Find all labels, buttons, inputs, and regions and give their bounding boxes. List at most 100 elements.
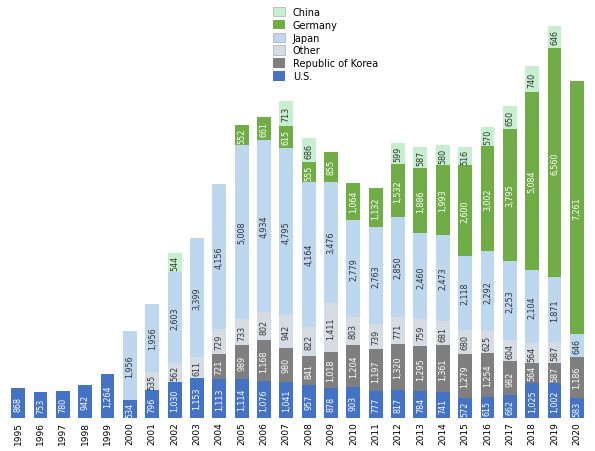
Bar [123, 331, 137, 400]
Text: 2,118: 2,118 [461, 282, 469, 304]
Text: 587: 587 [550, 366, 559, 381]
Text: 784: 784 [416, 397, 425, 412]
Text: 3,795: 3,795 [505, 184, 514, 207]
Bar [547, 363, 562, 383]
Text: 583: 583 [572, 400, 581, 416]
Text: 903: 903 [349, 395, 358, 410]
Text: 599: 599 [393, 147, 403, 162]
Bar [369, 228, 383, 324]
Bar [56, 391, 70, 419]
Bar [436, 146, 450, 166]
Text: 740: 740 [528, 73, 537, 88]
Text: 1,956: 1,956 [126, 354, 134, 377]
Bar [503, 129, 517, 262]
Bar [190, 378, 204, 419]
Bar [436, 322, 450, 345]
Bar [280, 148, 293, 315]
Text: 796: 796 [148, 397, 156, 412]
Text: 855: 855 [327, 160, 336, 175]
Bar [212, 380, 226, 419]
Bar [369, 188, 383, 228]
Bar [458, 330, 472, 354]
Bar [481, 397, 494, 419]
Text: 741: 741 [439, 398, 447, 413]
Bar [257, 340, 271, 381]
Bar [324, 303, 338, 352]
Bar [234, 145, 249, 320]
Text: 1,886: 1,886 [416, 190, 425, 212]
Bar [481, 353, 494, 397]
Bar [570, 398, 584, 419]
Bar [525, 343, 539, 363]
Text: 516: 516 [461, 149, 469, 165]
Bar [324, 182, 338, 303]
Bar [212, 354, 226, 380]
Text: 1,204: 1,204 [349, 355, 358, 377]
Bar [414, 168, 427, 234]
Bar [503, 361, 517, 395]
Bar [503, 395, 517, 419]
Bar [212, 184, 226, 329]
Bar [547, 277, 562, 343]
Text: 1,002: 1,002 [550, 390, 559, 412]
Bar [168, 272, 181, 363]
Text: 686: 686 [304, 143, 313, 158]
Text: 980: 980 [282, 358, 291, 373]
Text: 729: 729 [215, 334, 224, 350]
Legend: China, Germany, Japan, Other, Republic of Korea, U.S.: China, Germany, Japan, Other, Republic o… [273, 8, 378, 82]
Bar [391, 390, 405, 419]
Bar [280, 382, 293, 419]
Bar [458, 257, 472, 330]
Text: 1,153: 1,153 [192, 387, 202, 410]
Bar [145, 304, 159, 372]
Text: 552: 552 [237, 128, 246, 143]
Text: 989: 989 [237, 355, 246, 370]
Text: 681: 681 [439, 326, 447, 341]
Text: 580: 580 [439, 148, 447, 163]
Text: 3,476: 3,476 [327, 231, 336, 254]
Bar [503, 107, 517, 129]
Text: 802: 802 [259, 319, 268, 334]
Bar [458, 398, 472, 419]
Bar [234, 320, 249, 345]
Text: 662: 662 [505, 399, 514, 414]
Text: 721: 721 [215, 359, 224, 375]
Text: 534: 534 [126, 401, 134, 417]
Text: 2,850: 2,850 [393, 256, 403, 279]
Bar [436, 235, 450, 322]
Bar [302, 385, 315, 419]
Text: 572: 572 [461, 401, 469, 416]
Bar [190, 239, 204, 357]
Text: 4,934: 4,934 [259, 215, 268, 238]
Bar [145, 372, 159, 391]
Text: 570: 570 [483, 129, 492, 145]
Bar [391, 344, 405, 390]
Bar [257, 117, 271, 140]
Text: 1,532: 1,532 [393, 180, 403, 202]
Bar [33, 392, 48, 419]
Bar [414, 319, 427, 346]
Bar [302, 327, 315, 356]
Bar [436, 345, 450, 392]
Bar [414, 391, 427, 419]
Bar [234, 380, 249, 419]
Bar [481, 252, 494, 331]
Text: 1,411: 1,411 [327, 317, 336, 339]
Bar [324, 152, 338, 182]
Bar [190, 357, 204, 378]
Text: 564: 564 [528, 365, 537, 380]
Text: 564: 564 [528, 345, 537, 361]
Bar [369, 324, 383, 350]
Text: 611: 611 [192, 360, 202, 375]
Text: 868: 868 [14, 396, 23, 411]
Bar [257, 140, 271, 312]
Text: 1,320: 1,320 [393, 356, 403, 378]
Bar [414, 234, 427, 319]
Bar [458, 166, 472, 257]
Bar [391, 165, 405, 218]
Bar [525, 363, 539, 382]
Text: 4,795: 4,795 [282, 221, 291, 243]
Text: 680: 680 [461, 335, 469, 350]
Bar [280, 348, 293, 382]
Text: 780: 780 [58, 397, 67, 412]
